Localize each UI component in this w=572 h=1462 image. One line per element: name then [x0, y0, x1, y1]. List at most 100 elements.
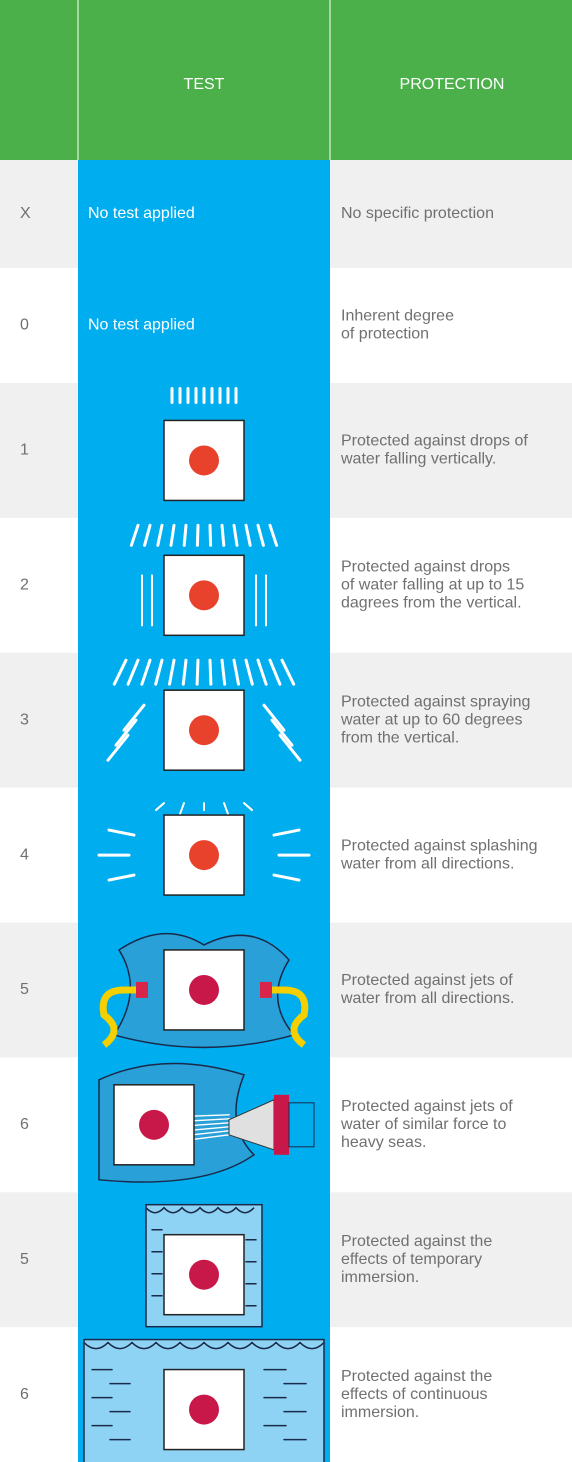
- protection-text: Protected against spraying: [341, 693, 530, 710]
- water: [232, 658, 240, 686]
- ip-code: 5: [20, 1251, 29, 1268]
- protection-text: of protection: [341, 326, 429, 343]
- ip-code: 0: [20, 317, 29, 334]
- row-bg: [0, 652, 78, 788]
- hose: [264, 986, 309, 1048]
- water: [156, 523, 164, 547]
- water: [143, 523, 152, 547]
- row-bg: [0, 922, 78, 1058]
- protection-text: heavy seas.: [341, 1134, 426, 1151]
- protection-text: Protected against drops: [341, 559, 510, 576]
- water: [243, 802, 253, 812]
- protection-text: Protected against splashing: [341, 837, 538, 854]
- water: [220, 658, 227, 686]
- protection-text: immersion.: [341, 1404, 419, 1421]
- protection-text: immersion.: [341, 1269, 419, 1286]
- protection-text: water falling vertically.: [340, 451, 496, 468]
- protection-text: Protected against jets of: [341, 972, 513, 989]
- protection-text: Protected against jets of: [341, 1098, 513, 1115]
- protection-text: water from all directions.: [340, 990, 514, 1007]
- water: [179, 802, 185, 816]
- water: [272, 873, 301, 882]
- header-test: TEST: [184, 76, 225, 93]
- nozzle: [274, 1094, 289, 1155]
- protection-text: water at up to 60 degrees: [340, 711, 522, 728]
- row-bg: [330, 1192, 572, 1328]
- water: [244, 523, 252, 547]
- ip-code: X: [20, 205, 31, 222]
- protection-text: from the vertical.: [341, 729, 459, 746]
- water: [268, 658, 282, 686]
- water: [129, 523, 140, 547]
- protection-text: water of similar force to: [340, 1116, 506, 1133]
- protection-text: Protected against drops of: [341, 433, 528, 450]
- water: [268, 523, 279, 547]
- device-dot: [189, 1259, 219, 1290]
- device-dot: [189, 580, 219, 611]
- protection-text: No specific protection: [341, 205, 494, 222]
- row-bg: [330, 652, 572, 788]
- row-bg: [330, 922, 572, 1058]
- water: [106, 733, 130, 762]
- hose-end: [288, 1102, 315, 1148]
- water: [140, 658, 152, 686]
- water: [256, 523, 265, 547]
- protection-text: of water falling at up to 15: [341, 577, 524, 594]
- water: [107, 828, 136, 837]
- water: [195, 658, 200, 686]
- protection-text: dagrees from the vertical.: [341, 595, 522, 612]
- protection-text: effects of continuous: [341, 1386, 487, 1403]
- header-bar: [0, 0, 572, 160]
- water: [278, 733, 302, 762]
- header-protection: PROTECTION: [400, 76, 505, 93]
- protection-text: Protected against the: [341, 1233, 492, 1250]
- device-dot: [189, 974, 219, 1005]
- hose: [99, 986, 144, 1048]
- ip-code: 4: [20, 846, 29, 863]
- water: [154, 658, 164, 686]
- water: [195, 523, 200, 547]
- device-dot: [139, 1109, 169, 1140]
- water: [262, 703, 286, 732]
- test-text: No test applied: [88, 205, 195, 222]
- ip-code: 6: [20, 1116, 29, 1133]
- row-bg: [0, 1192, 78, 1328]
- water: [182, 523, 188, 547]
- water: [126, 658, 140, 686]
- test-text: No test applied: [88, 317, 195, 334]
- device-dot: [189, 445, 219, 476]
- water: [169, 523, 176, 547]
- ip-code: 3: [20, 711, 29, 728]
- ip-code: 1: [20, 442, 29, 459]
- protection-text: Protected against the: [341, 1368, 492, 1385]
- waves: [83, 1341, 325, 1350]
- water: [272, 828, 301, 837]
- water: [168, 658, 176, 686]
- row-bg: [0, 383, 78, 518]
- nozzle: [260, 981, 272, 998]
- water: [223, 802, 229, 816]
- water: [208, 658, 213, 686]
- ip-code: 6: [20, 1386, 29, 1403]
- water: [114, 718, 138, 747]
- row-bg: [330, 383, 572, 518]
- protection-text: water from all directions.: [340, 855, 514, 872]
- row-bg: [0, 160, 78, 268]
- water: [155, 802, 165, 812]
- ip-code: 5: [20, 981, 29, 998]
- water: [122, 703, 146, 732]
- water: [181, 658, 188, 686]
- water: [220, 523, 226, 547]
- water: [256, 658, 268, 686]
- ip-code: 2: [20, 577, 29, 594]
- row-bg: [330, 160, 572, 268]
- water: [208, 523, 213, 547]
- nozzle: [136, 981, 148, 998]
- water: [232, 523, 239, 547]
- device-dot: [189, 715, 219, 746]
- water: [244, 658, 254, 686]
- protection-text: effects of temporary: [341, 1251, 482, 1268]
- waves: [145, 1206, 255, 1214]
- water: [107, 873, 136, 882]
